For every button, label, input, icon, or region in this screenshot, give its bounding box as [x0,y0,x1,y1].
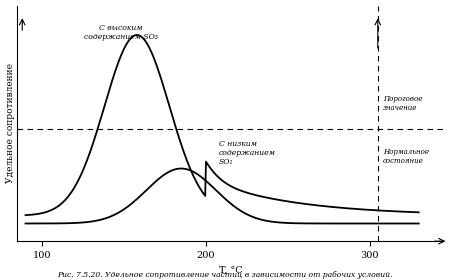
X-axis label: T, °C: T, °C [219,265,242,274]
Text: Пороговое
значение: Пороговое значение [382,95,422,112]
Text: С низким
содержанием
SO₁: С низким содержанием SO₁ [219,140,276,166]
Text: С высоким
содержанием SO₃: С высоким содержанием SO₃ [84,24,158,41]
Y-axis label: Удельное сопротивление: Удельное сопротивление [5,63,14,183]
Text: Нормальное
состояние: Нормальное состояние [382,148,429,165]
Text: Рис. 7.5.20. Удельное сопротивление частиц в зависимости от рабочих условий.: Рис. 7.5.20. Удельное сопротивление част… [57,270,393,279]
